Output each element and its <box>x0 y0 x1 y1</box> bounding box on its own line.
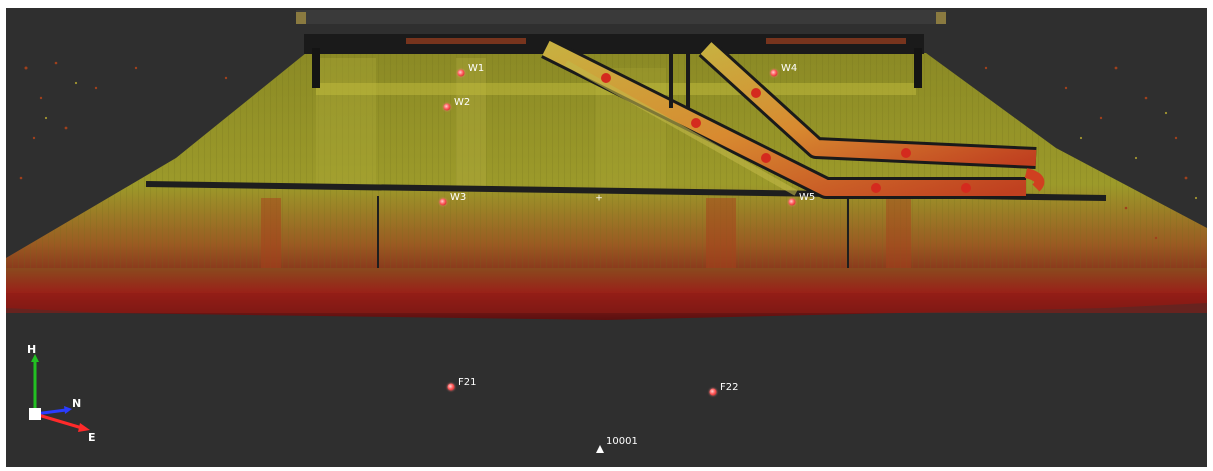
view-center-marker: + <box>595 193 603 204</box>
marker-label-w5: W5 <box>799 192 816 203</box>
marker-label-w3: W3 <box>450 192 467 203</box>
survey-station-icon[interactable] <box>596 445 604 453</box>
marker-label-f22: F22 <box>720 382 739 393</box>
marker-w4[interactable] <box>770 69 778 77</box>
marker-f21[interactable] <box>447 383 455 391</box>
marker-f22[interactable] <box>709 388 717 396</box>
outlier-points <box>19 61 1188 240</box>
pipes <box>541 38 1045 199</box>
axis-indicator: H N E <box>20 344 110 454</box>
axis-label-north: N <box>72 397 82 410</box>
axis-label-east: E <box>88 431 96 444</box>
marker-label-w1: W1 <box>468 63 485 74</box>
marker-w3[interactable] <box>439 198 447 206</box>
axis-label-up: H <box>27 343 37 356</box>
station-label: 10001 <box>606 436 638 447</box>
marker-label-f21: F21 <box>458 377 477 388</box>
floor-surface <box>6 268 1207 320</box>
marker-w2[interactable] <box>443 103 451 111</box>
marker-w1[interactable] <box>457 69 465 77</box>
wall-surface <box>6 53 1207 293</box>
marker-label-w4: W4 <box>781 63 798 74</box>
ceiling-structure <box>296 10 946 88</box>
marker-w5[interactable] <box>788 198 796 206</box>
marker-label-w2: W2 <box>454 97 471 108</box>
point-cloud-scene <box>6 10 1207 320</box>
point-cloud-viewport[interactable]: W1 W2 W3 W4 W5 + F21 F22 10001 H N E <box>6 8 1207 467</box>
axis-gizmo-icon <box>29 354 90 432</box>
